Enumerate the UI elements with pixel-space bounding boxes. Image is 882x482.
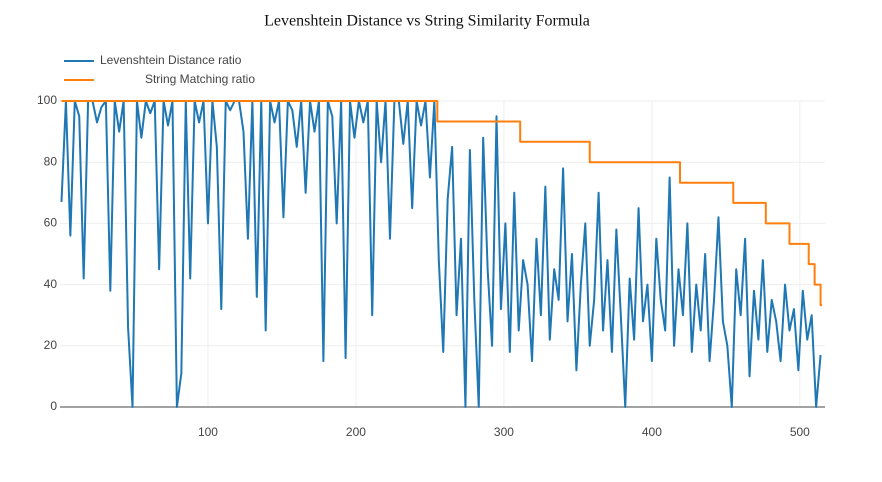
legend-label: String Matching ratio — [145, 72, 255, 86]
chart-title: Levenshtein Distance vs String Similarit… — [264, 13, 590, 30]
series-line — [61, 100, 823, 307]
x-tick-label: 500 — [790, 425, 810, 439]
y-tick-label: 60 — [44, 216, 58, 230]
y-tick-label: 80 — [44, 154, 58, 168]
legend-label: Levenshtein Distance ratio — [100, 53, 242, 67]
x-tick-label: 200 — [346, 425, 366, 439]
x-tick-label: 100 — [198, 425, 218, 439]
series-line — [60, 100, 822, 408]
x-tick-label: 400 — [642, 425, 662, 439]
y-tick-label: 0 — [50, 399, 57, 413]
y-tick-label: 100 — [37, 93, 57, 107]
y-tick-label: 40 — [44, 277, 58, 291]
x-tick-label: 300 — [494, 425, 514, 439]
y-tick-label: 20 — [44, 338, 58, 352]
